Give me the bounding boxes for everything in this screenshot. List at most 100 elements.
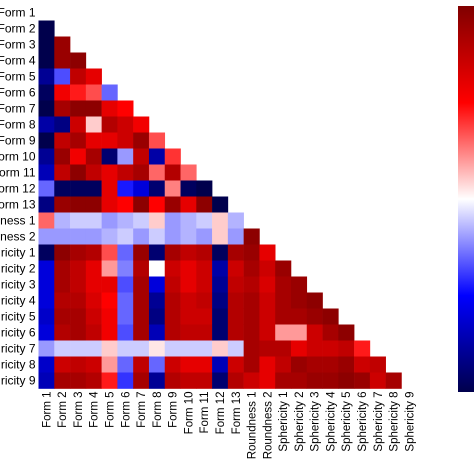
column-label: Form 4 [89, 391, 101, 428]
heatmap-cell [212, 228, 229, 245]
heatmap-cell [180, 292, 197, 309]
row-label: ricity 3 [1, 278, 36, 292]
heatmap-cell [38, 212, 55, 229]
heatmap-cell [180, 196, 197, 213]
heatmap-cell [117, 372, 134, 389]
heatmap-cell [133, 228, 150, 245]
heatmap-cell [101, 180, 118, 197]
heatmap-cell [117, 196, 134, 213]
heatmap-cell [306, 372, 323, 389]
heatmap-cell [212, 356, 229, 373]
heatmap-cell [148, 212, 166, 229]
heatmap-cell [180, 164, 197, 181]
heatmap-cell [164, 308, 181, 325]
row-label: ricity 6 [1, 326, 36, 340]
heatmap-cell [148, 340, 166, 357]
heatmap-cell [101, 356, 118, 373]
column-label: Form 5 [105, 392, 117, 428]
heatmap-cell [133, 292, 150, 309]
heatmap-cell [133, 260, 150, 277]
column-label: Form 3 [73, 392, 85, 428]
heatmap-cell [38, 116, 55, 133]
heatmap-cell [259, 324, 276, 341]
column-label: Form 13 [231, 392, 243, 435]
heatmap-cell [148, 244, 166, 261]
heatmap-cell [38, 260, 55, 277]
heatmap-cell [85, 116, 102, 133]
heatmap-cell [133, 132, 150, 149]
heatmap-cell [101, 196, 118, 213]
heatmap-cell [164, 228, 181, 245]
heatmap-cell [85, 324, 102, 341]
heatmap-cell [243, 308, 260, 325]
heatmap-cell [243, 244, 260, 261]
heatmap-cell [259, 356, 276, 373]
heatmap-cell [54, 132, 71, 149]
heatmap-cell [322, 340, 339, 357]
row-label: ricity 1 [1, 246, 36, 260]
heatmap-cell [101, 84, 118, 101]
row-label: dness 1 [0, 214, 36, 228]
heatmap-cell [148, 196, 166, 213]
heatmap-cell [354, 356, 371, 373]
row-label: dness 2 [0, 230, 36, 244]
heatmap-cell [322, 324, 339, 341]
heatmap-cell [70, 164, 87, 181]
heatmap-cell [85, 164, 102, 181]
heatmap-cell [164, 196, 181, 213]
column-label: Sphericity 7 [373, 392, 385, 452]
column-label: Sphericity 2 [294, 392, 306, 452]
heatmap-cell [54, 68, 71, 85]
heatmap-cell [38, 100, 55, 117]
heatmap-cell [180, 228, 197, 245]
heatmap-cell [38, 228, 55, 245]
heatmap-cell [148, 324, 166, 341]
heatmap-cell [275, 260, 292, 277]
heatmap-cell [117, 164, 134, 181]
heatmap-cell [148, 372, 166, 389]
heatmap-cell [101, 372, 118, 389]
heatmap-cell [290, 372, 308, 389]
heatmap-cell [117, 180, 134, 197]
heatmap-cell [133, 116, 150, 133]
heatmap-cell [133, 196, 150, 213]
heatmap-cell [54, 148, 71, 165]
heatmap-cell [227, 324, 244, 341]
heatmap-cell [54, 276, 71, 293]
heatmap-cell [259, 372, 276, 389]
heatmap-cell [101, 292, 118, 309]
column-label: Sphericity 9 [404, 392, 416, 452]
heatmap-cell [54, 196, 71, 213]
heatmap-cell [196, 276, 213, 293]
heatmap-cell [38, 276, 55, 293]
heatmap-cell [101, 116, 118, 133]
heatmap-cell [385, 372, 402, 389]
row-label: Form 10 [0, 150, 36, 164]
heatmap-cell [196, 308, 213, 325]
heatmap-cell [133, 356, 150, 373]
heatmap-cell [196, 212, 213, 229]
heatmap-cell [212, 196, 229, 213]
heatmap-cell [54, 36, 71, 53]
heatmap-cell [164, 244, 181, 261]
row-label: Form 2 [0, 22, 36, 36]
heatmap-cell [70, 116, 87, 133]
heatmap-cell [164, 148, 181, 165]
column-label: Form 7 [136, 392, 148, 428]
heatmap-cell [117, 324, 134, 341]
heatmap-cell [259, 260, 276, 277]
heatmap-cell [70, 244, 87, 261]
heatmap-cell [227, 372, 244, 389]
heatmap-cell [70, 260, 87, 277]
heatmap-cell [227, 228, 244, 245]
heatmap-cell [101, 148, 118, 165]
heatmap-cell [101, 132, 118, 149]
heatmap-cell [275, 324, 292, 341]
heatmap-cell [196, 292, 213, 309]
heatmap-cell [54, 228, 71, 245]
heatmap-cell [38, 36, 55, 53]
heatmap-cell [38, 20, 55, 37]
heatmap-cell [290, 324, 308, 341]
heatmap-cell [133, 244, 150, 261]
column-label: Sphericity 3 [310, 392, 322, 452]
